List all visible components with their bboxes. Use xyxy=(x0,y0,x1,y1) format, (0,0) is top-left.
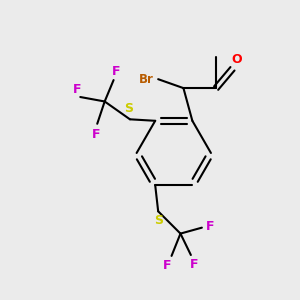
Text: Br: Br xyxy=(139,73,154,86)
Text: F: F xyxy=(92,128,100,141)
Text: F: F xyxy=(73,82,81,95)
Text: S: S xyxy=(154,214,163,227)
Text: F: F xyxy=(112,65,121,78)
Text: O: O xyxy=(232,53,242,66)
Text: F: F xyxy=(190,258,198,271)
Text: S: S xyxy=(124,102,133,115)
Text: F: F xyxy=(163,260,171,272)
Text: F: F xyxy=(206,220,214,233)
